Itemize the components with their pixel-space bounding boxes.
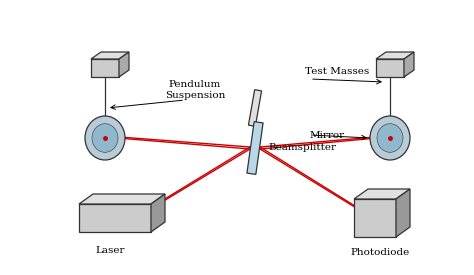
Text: Mirror: Mirror xyxy=(310,131,345,139)
Ellipse shape xyxy=(370,116,410,160)
Text: Test Masses: Test Masses xyxy=(305,67,369,76)
Text: Photodiode: Photodiode xyxy=(350,248,410,257)
Text: Pendulum
Suspension: Pendulum Suspension xyxy=(165,80,225,100)
Text: Beamsplitter: Beamsplitter xyxy=(268,144,336,153)
Polygon shape xyxy=(247,122,263,174)
Polygon shape xyxy=(91,59,119,77)
Polygon shape xyxy=(79,194,165,204)
Polygon shape xyxy=(376,59,404,77)
Polygon shape xyxy=(248,90,262,126)
Polygon shape xyxy=(119,52,129,77)
Polygon shape xyxy=(91,52,129,59)
Polygon shape xyxy=(354,199,396,237)
Ellipse shape xyxy=(377,124,403,152)
Polygon shape xyxy=(151,194,165,232)
Text: Laser: Laser xyxy=(95,246,125,255)
Ellipse shape xyxy=(92,124,118,152)
Polygon shape xyxy=(396,189,410,237)
Polygon shape xyxy=(404,52,414,77)
Ellipse shape xyxy=(85,116,125,160)
Polygon shape xyxy=(79,204,151,232)
Polygon shape xyxy=(354,189,410,199)
Polygon shape xyxy=(376,52,414,59)
